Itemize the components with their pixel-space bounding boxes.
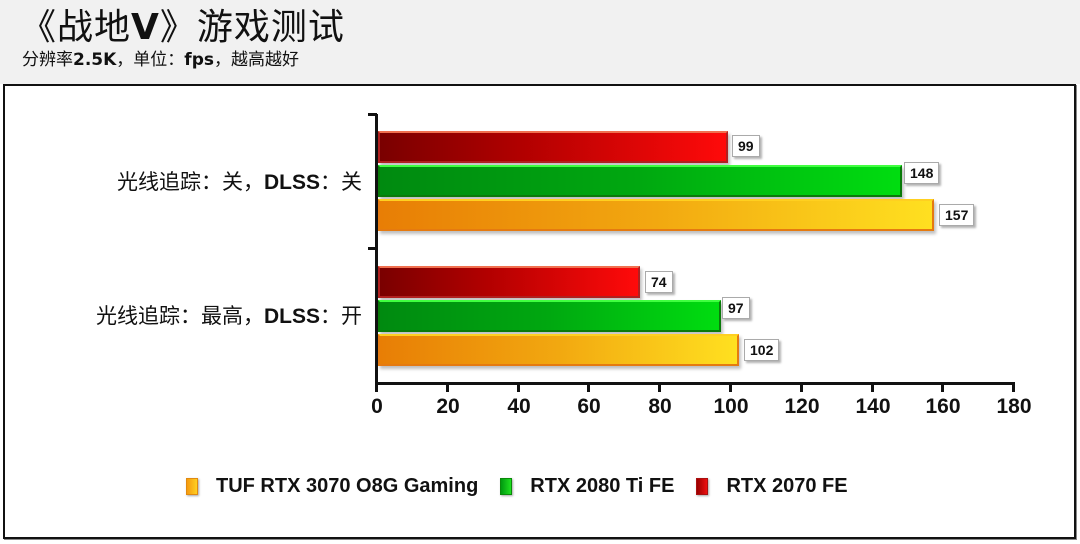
legend-swatch-icon bbox=[500, 477, 513, 495]
x-tick-label: 100 bbox=[713, 395, 749, 418]
title-text: 》游戏测试 bbox=[159, 7, 345, 48]
x-tick bbox=[658, 382, 661, 392]
chart-legend: TUF RTX 3070 O8G Gaming RTX 2080 Ti FE R… bbox=[186, 474, 870, 498]
x-tick bbox=[800, 382, 803, 392]
x-tick bbox=[871, 382, 874, 392]
x-tick bbox=[375, 382, 378, 392]
legend-swatch-icon bbox=[696, 477, 709, 495]
category-text: ：开 bbox=[320, 304, 362, 328]
bar-rtx2080ti-rt-max bbox=[378, 300, 721, 332]
legend-label: RTX 2080 Ti FE bbox=[530, 474, 675, 497]
legend-item-rtx2070: RTX 2070 FE bbox=[696, 474, 848, 498]
category-text: 光线追踪：最高， bbox=[95, 304, 264, 328]
value-label: 148 bbox=[904, 162, 940, 184]
value-label: 99 bbox=[732, 135, 760, 157]
value-label: 97 bbox=[722, 297, 750, 319]
chart-title: 《战地V》游戏测试 bbox=[20, 6, 345, 50]
x-tick-label: 60 bbox=[577, 395, 601, 418]
x-tick-label: 80 bbox=[648, 395, 672, 418]
chart-header: 《战地V》游戏测试 分辨率2.5K，单位：fps，越高越好 bbox=[0, 0, 1080, 84]
x-tick bbox=[941, 382, 944, 392]
bar-rtx2070-rt-off bbox=[378, 131, 728, 163]
legend-item-rtx2080ti: RTX 2080 Ti FE bbox=[500, 475, 674, 498]
value-label: 102 bbox=[744, 339, 780, 361]
bar-rtx3070-rt-max bbox=[378, 334, 739, 366]
legend-label: RTX 2070 FE bbox=[726, 474, 848, 497]
x-tick bbox=[587, 382, 590, 392]
category-label-rt-max: 光线追踪：最高，DLSS：开 bbox=[96, 303, 362, 330]
y-tick bbox=[368, 247, 377, 250]
category-label-rt-off: 光线追踪：关，DLSS：关 bbox=[117, 169, 362, 196]
bar-rtx2070-rt-max bbox=[378, 266, 640, 298]
x-tick-label: 160 bbox=[925, 395, 961, 418]
x-tick bbox=[446, 382, 449, 392]
category-text: 光线追踪：关， bbox=[116, 170, 264, 194]
value-label: 74 bbox=[645, 271, 673, 293]
category-text-bold: DLSS bbox=[263, 305, 320, 328]
x-tick-label: 140 bbox=[855, 395, 891, 418]
category-text-bold: DLSS bbox=[263, 171, 320, 194]
category-text: ：关 bbox=[320, 170, 362, 194]
legend-label: TUF RTX 3070 O8G Gaming bbox=[216, 474, 479, 497]
legend-item-rtx3070: TUF RTX 3070 O8G Gaming bbox=[186, 475, 478, 498]
subtitle-resolution: 2.5K bbox=[73, 50, 117, 70]
x-tick-label: 20 bbox=[436, 395, 460, 418]
x-axis bbox=[375, 382, 1015, 385]
subtitle-text: ，越高越好 bbox=[213, 50, 299, 70]
y-tick bbox=[368, 113, 377, 116]
bar-rtx2080ti-rt-off bbox=[378, 165, 902, 197]
title-text: 《战地 bbox=[20, 7, 132, 48]
chart-subtitle: 分辨率2.5K，单位：fps，越高越好 bbox=[22, 50, 299, 70]
legend-swatch-icon bbox=[186, 477, 198, 495]
subtitle-unit: fps bbox=[184, 50, 214, 70]
y-axis bbox=[375, 114, 378, 386]
x-tick bbox=[517, 382, 520, 392]
value-label: 157 bbox=[939, 204, 975, 226]
x-tick bbox=[1012, 382, 1015, 392]
x-tick-label: 0 bbox=[371, 395, 383, 418]
subtitle-text: 分辨率 bbox=[22, 50, 73, 70]
bar-rtx3070-rt-off bbox=[378, 199, 934, 231]
subtitle-text: ，单位： bbox=[116, 50, 185, 70]
title-text-bold: V bbox=[131, 7, 160, 48]
x-tick-label: 180 bbox=[996, 395, 1032, 418]
x-tick-label: 40 bbox=[507, 395, 531, 418]
x-tick bbox=[729, 382, 732, 392]
x-tick-label: 120 bbox=[784, 395, 820, 418]
